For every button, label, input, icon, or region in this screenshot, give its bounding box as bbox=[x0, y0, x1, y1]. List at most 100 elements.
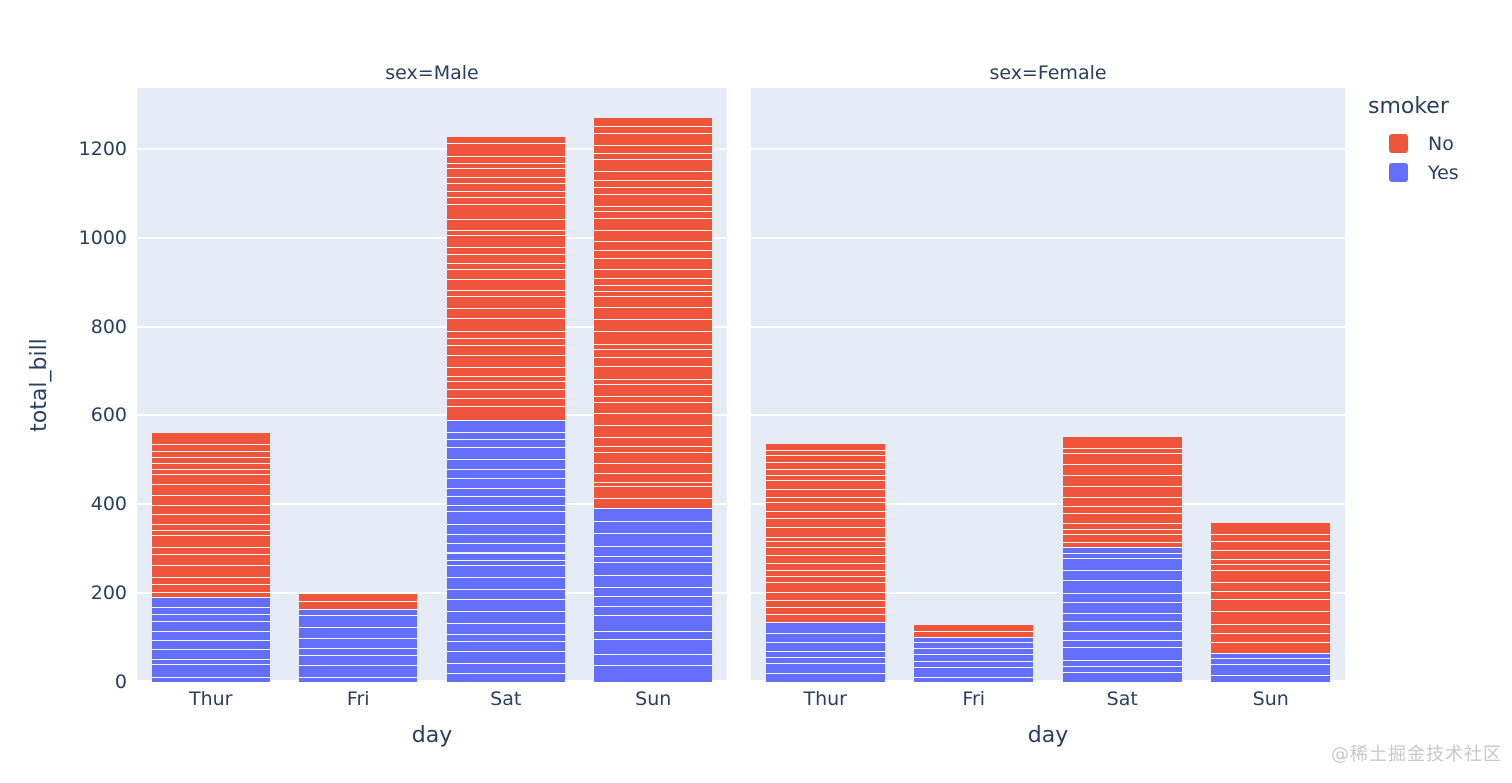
bar-record bbox=[446, 651, 565, 663]
bar-record bbox=[151, 451, 270, 458]
bar-record bbox=[446, 235, 565, 247]
bar-record bbox=[151, 534, 270, 548]
x-tick-label: Sun bbox=[1252, 688, 1289, 710]
bar-record bbox=[765, 641, 885, 651]
bar-record bbox=[1062, 496, 1182, 507]
watermark: @稀土掘金技术社区 bbox=[1331, 744, 1502, 765]
bar-record bbox=[765, 450, 885, 455]
bar-record bbox=[1062, 569, 1182, 580]
bar-record bbox=[594, 268, 713, 278]
bar-record bbox=[151, 606, 270, 615]
bar-record bbox=[446, 662, 565, 674]
bar-record bbox=[594, 402, 713, 414]
bar-record bbox=[151, 677, 270, 682]
bar-record bbox=[446, 307, 565, 319]
bar-record bbox=[594, 343, 713, 350]
bar-record bbox=[446, 559, 565, 565]
gridline bbox=[751, 147, 1345, 150]
bar-record bbox=[594, 230, 713, 242]
y-tick-label: 1200 bbox=[78, 137, 127, 160]
bar-record bbox=[1062, 621, 1182, 631]
bar-record bbox=[446, 641, 565, 652]
bar-record bbox=[765, 613, 885, 623]
bar-record bbox=[446, 523, 565, 535]
bar-record bbox=[594, 357, 713, 367]
bar-record bbox=[1062, 453, 1182, 465]
bar-record bbox=[594, 349, 713, 358]
bar-record bbox=[151, 591, 270, 597]
bar-record bbox=[765, 461, 885, 469]
bar-record bbox=[446, 246, 565, 255]
bar-record bbox=[446, 367, 565, 376]
bar-record bbox=[594, 638, 713, 655]
bar-record bbox=[594, 532, 713, 547]
bar-record bbox=[765, 454, 885, 462]
bar-record bbox=[914, 636, 1034, 642]
x-tick-label: Thur bbox=[803, 688, 848, 710]
bar-record bbox=[151, 614, 270, 621]
legend-item-no[interactable]: No bbox=[1366, 129, 1512, 158]
bar-record bbox=[594, 546, 713, 556]
facet-plot-male[interactable] bbox=[137, 88, 727, 682]
bar-record bbox=[765, 663, 885, 674]
bar-record bbox=[765, 536, 885, 541]
bar-record bbox=[765, 650, 885, 657]
x-axis-title: day bbox=[411, 723, 453, 748]
bar-record bbox=[151, 530, 270, 535]
bar-record bbox=[1211, 658, 1331, 665]
bar-record bbox=[594, 586, 713, 597]
bar-record bbox=[594, 277, 713, 286]
bar-record bbox=[1211, 675, 1331, 682]
legend-title: smoker bbox=[1368, 94, 1449, 119]
gridline bbox=[137, 503, 727, 506]
legend-swatch-yes bbox=[1389, 163, 1408, 182]
bar-record bbox=[151, 554, 270, 566]
bar-record bbox=[446, 496, 565, 506]
gridline bbox=[751, 325, 1345, 328]
bar-record bbox=[1211, 652, 1331, 659]
bar-record bbox=[151, 504, 270, 515]
bar-record bbox=[446, 469, 565, 479]
bar-record bbox=[446, 278, 565, 290]
bar-record bbox=[446, 254, 565, 263]
gridline bbox=[137, 680, 727, 682]
bar-record bbox=[1211, 610, 1331, 624]
y-tick-label: 800 bbox=[90, 315, 127, 338]
facet-title-male: sex=Male bbox=[385, 62, 479, 84]
facet-plot-female[interactable] bbox=[751, 88, 1345, 682]
bar-record bbox=[1062, 593, 1182, 603]
x-tick-label: Sun bbox=[635, 688, 672, 710]
bar-record bbox=[594, 144, 713, 153]
bar-record bbox=[594, 132, 713, 145]
bar-record bbox=[594, 211, 713, 219]
bar-record bbox=[914, 666, 1034, 677]
bar-record bbox=[1062, 665, 1182, 672]
bar-record bbox=[765, 518, 885, 527]
bar-record bbox=[594, 507, 713, 521]
bar-record bbox=[151, 663, 270, 678]
x-axis-title: day bbox=[1027, 723, 1069, 748]
bar-record bbox=[446, 458, 565, 470]
legend-swatch-no bbox=[1389, 134, 1408, 153]
bar-record bbox=[446, 576, 565, 589]
bar-record bbox=[446, 420, 565, 433]
bar-record bbox=[1062, 546, 1182, 554]
bar-record bbox=[914, 676, 1034, 682]
bar-record bbox=[446, 136, 565, 143]
gridline bbox=[751, 503, 1345, 506]
bar-record bbox=[151, 640, 270, 649]
bar-record bbox=[446, 330, 565, 338]
bar-record bbox=[594, 562, 713, 575]
bar-record bbox=[594, 473, 713, 482]
bar-record bbox=[446, 162, 565, 169]
bar-record bbox=[594, 520, 713, 533]
legend-item-yes[interactable]: Yes bbox=[1366, 158, 1512, 187]
bar-record bbox=[594, 446, 713, 452]
bar-record bbox=[765, 540, 885, 547]
bar-record bbox=[1211, 523, 1331, 534]
bar-record bbox=[914, 625, 1034, 632]
bar-record bbox=[446, 447, 565, 459]
bar-record bbox=[594, 665, 713, 682]
legend: smoker No Yes bbox=[1366, 94, 1512, 187]
bar-record bbox=[299, 593, 418, 602]
